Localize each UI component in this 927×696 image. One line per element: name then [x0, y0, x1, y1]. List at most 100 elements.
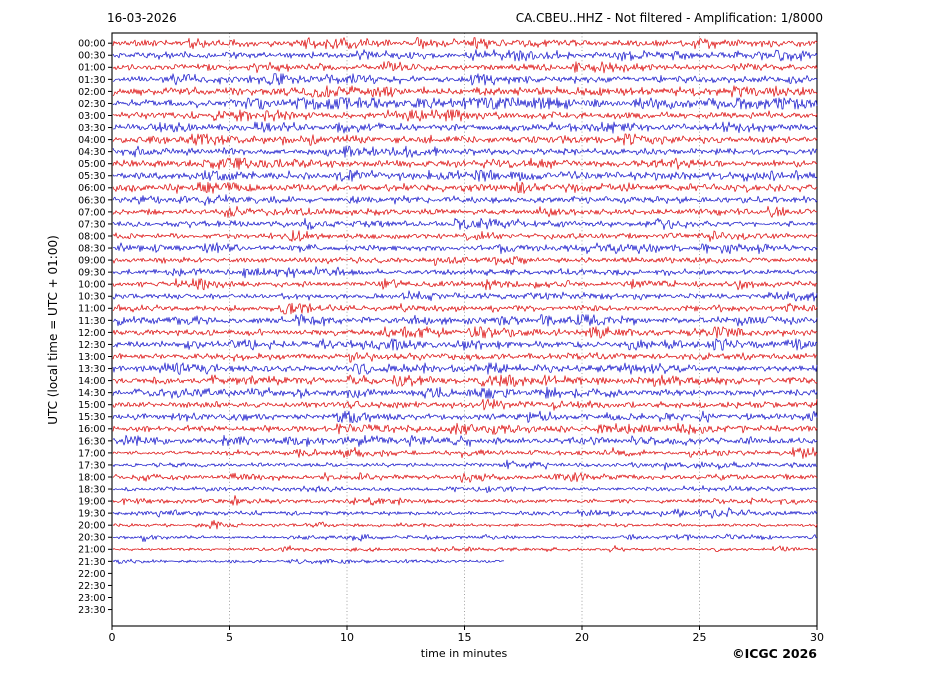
- trace-row-0330: [112, 121, 818, 134]
- trace-row-0000: [112, 37, 818, 50]
- y-tick-label: 18:00: [78, 472, 105, 483]
- y-tick-label: 02:30: [78, 99, 105, 110]
- trace-row-1430: [112, 386, 818, 399]
- trace-row-0700: [112, 205, 818, 218]
- trace-row-0530: [112, 169, 818, 182]
- y-tick-label: 18:30: [78, 484, 105, 495]
- y-tick-label: 00:00: [78, 39, 105, 50]
- y-tick-label: 05:30: [78, 171, 105, 182]
- trace-row-1900: [112, 495, 818, 506]
- x-tick-label: 10: [340, 631, 354, 644]
- trace-row-0130: [112, 73, 818, 86]
- y-tick-label: 13:30: [78, 364, 105, 375]
- trace-row-1930: [112, 507, 818, 519]
- y-tick-label: 22:30: [78, 581, 105, 592]
- y-tick-label: 09:00: [78, 256, 105, 267]
- trace-row-1300: [112, 352, 818, 363]
- y-tick-label: 14:00: [78, 376, 105, 387]
- trace-row-0830: [112, 242, 818, 255]
- x-tick-label: 30: [810, 631, 824, 644]
- y-tick-label: 17:30: [78, 460, 105, 471]
- y-tick-label: 10:30: [78, 292, 105, 303]
- y-tick-label: 02:00: [78, 87, 105, 98]
- x-tick-label: 20: [575, 631, 589, 644]
- y-tick-label: 20:30: [78, 533, 105, 544]
- y-tick-label: 09:30: [78, 268, 105, 279]
- trace-row-0200: [112, 85, 818, 98]
- trace-row-0100: [112, 61, 818, 74]
- y-tick-label: 23:30: [78, 605, 105, 616]
- y-tick-label: 04:00: [78, 135, 105, 146]
- y-tick-label: 13:00: [78, 352, 105, 363]
- trace-row-0730: [112, 217, 818, 230]
- trace-row-1000: [112, 278, 818, 291]
- y-tick-label: 01:00: [78, 63, 105, 74]
- y-tick-label: 04:30: [78, 147, 105, 158]
- x-tick-label: 0: [109, 631, 116, 644]
- y-tick-label: 06:30: [78, 195, 105, 206]
- trace-row-0500: [112, 157, 818, 170]
- trace-row-0430: [112, 145, 818, 158]
- trace-row-0030: [112, 49, 818, 62]
- y-tick-label: 14:30: [78, 388, 105, 399]
- trace-row-2130: [112, 558, 505, 565]
- y-tick-label: 21:00: [78, 545, 105, 556]
- trace-row-1700: [112, 446, 818, 459]
- y-tick-label: 03:30: [78, 123, 105, 134]
- trace-row-1330: [112, 362, 818, 375]
- trace-row-1100: [112, 302, 818, 315]
- y-tick-label: 07:00: [78, 207, 105, 218]
- y-tick-label: 05:00: [78, 159, 105, 170]
- trace-row-0230: [112, 97, 818, 110]
- x-axis-label: time in minutes: [420, 647, 508, 660]
- x-tick-label: 5: [226, 631, 233, 644]
- trace-row-0600: [112, 181, 818, 194]
- y-tick-label: 19:30: [78, 509, 105, 520]
- y-tick-label: 03:00: [78, 111, 105, 122]
- y-tick-label: 06:00: [78, 183, 105, 194]
- x-tick-label: 25: [693, 631, 707, 644]
- trace-row-2100: [112, 545, 818, 553]
- y-tick-label: 01:30: [78, 75, 105, 86]
- trace-row-2000: [112, 519, 818, 530]
- y-tick-label: 08:00: [78, 231, 105, 242]
- y-tick-label: 07:30: [78, 219, 105, 230]
- trace-row-1730: [112, 459, 818, 471]
- y-tick-label: 19:00: [78, 497, 105, 508]
- y-tick-label: 17:00: [78, 448, 105, 459]
- y-tick-label: 11:30: [78, 316, 105, 327]
- y-tick-label: 20:00: [78, 521, 105, 532]
- trace-row-1800: [112, 472, 818, 483]
- y-tick-label: 21:30: [78, 557, 105, 568]
- trace-row-1030: [112, 290, 818, 302]
- copyright-text: ©ICGC 2026: [732, 646, 817, 661]
- x-tick-label: 15: [458, 631, 472, 644]
- trace-row-1500: [112, 398, 818, 411]
- plot-date: 16-03-2026: [107, 11, 177, 25]
- y-tick-label: 08:30: [78, 243, 105, 254]
- y-tick-label: 11:00: [78, 304, 105, 315]
- y-tick-label: 10:00: [78, 280, 105, 291]
- trace-row-2030: [112, 533, 818, 542]
- y-tick-label: 12:00: [78, 328, 105, 339]
- trace-row-1630: [112, 434, 818, 447]
- y-tick-label: 23:00: [78, 593, 105, 604]
- y-tick-label: 16:00: [78, 424, 105, 435]
- trace-row-1600: [112, 422, 818, 435]
- trace-row-1230: [112, 338, 818, 351]
- y-tick-label: 00:30: [78, 51, 105, 62]
- trace-row-1530: [112, 410, 818, 423]
- trace-row-1200: [112, 326, 818, 339]
- trace-row-1130: [112, 314, 818, 327]
- trace-row-0400: [112, 133, 818, 146]
- plot-title: CA.CBEU..HHZ - Not filtered - Amplificat…: [515, 11, 823, 25]
- y-tick-label: 15:30: [78, 412, 105, 423]
- y-tick-label: 22:00: [78, 569, 105, 580]
- trace-row-0930: [112, 266, 818, 279]
- trace-row-0300: [112, 109, 818, 122]
- trace-row-0630: [112, 194, 818, 206]
- trace-row-1400: [112, 374, 818, 387]
- y-tick-label: 15:00: [78, 400, 105, 411]
- trace-row-1830: [112, 485, 818, 493]
